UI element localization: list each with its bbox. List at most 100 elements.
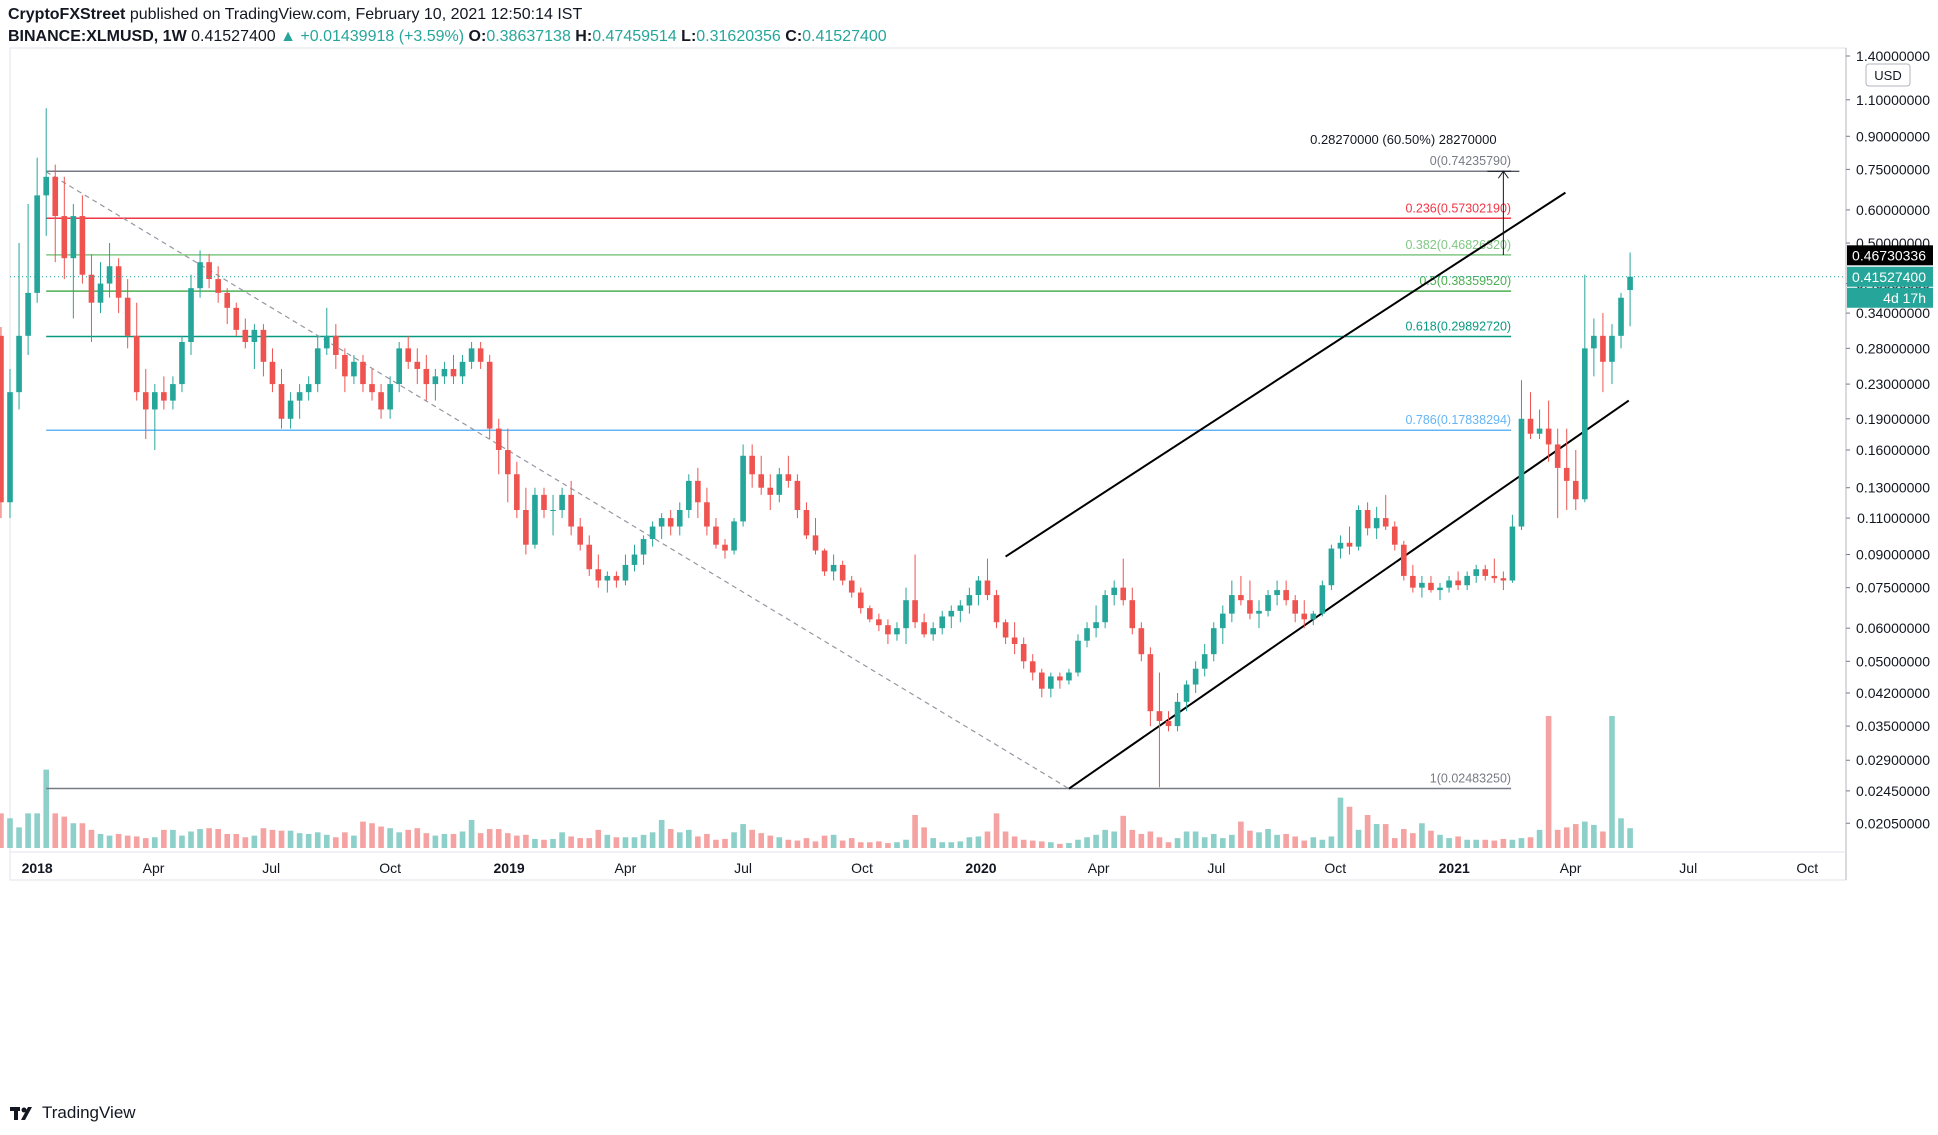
candle-body: [1066, 672, 1072, 681]
volume-bar: [1265, 829, 1271, 848]
volume-bar: [1346, 806, 1353, 848]
channel-upper-trendline[interactable]: [1005, 191, 1566, 558]
candle-body: [1165, 720, 1172, 727]
volume-bar: [1219, 838, 1226, 848]
volume-bar: [287, 830, 294, 848]
candle-body: [342, 354, 348, 377]
volume-bar: [351, 835, 357, 848]
candle-body: [912, 600, 918, 623]
candle-body: [25, 292, 31, 336]
volume-bar: [1500, 838, 1507, 848]
volume-bar: [867, 842, 873, 848]
volume-bar: [1509, 839, 1516, 848]
symbol-label[interactable]: BINANCE:XLMUSD, 1W: [8, 28, 187, 45]
volume-bar: [1229, 834, 1235, 848]
candle-body: [1011, 637, 1018, 644]
volume-bar: [1419, 823, 1425, 848]
candle-body: [749, 455, 755, 475]
candle-body: [532, 494, 538, 545]
volume-bar: [1138, 833, 1145, 848]
candle-body: [984, 580, 991, 596]
volume-bar: [305, 833, 312, 848]
last-price-badge: 0.41527400: [1852, 269, 1926, 285]
fib-level-label: 0(0.74235790): [1430, 154, 1511, 168]
volume-bar: [559, 832, 565, 848]
candle-body: [323, 335, 330, 349]
candle-body: [1419, 582, 1425, 588]
volume-bar: [1545, 716, 1552, 848]
candle-body: [1527, 418, 1534, 434]
volume-bar: [450, 833, 457, 848]
publisher-name[interactable]: CryptoFXStreet: [8, 6, 126, 23]
volume-bar: [731, 832, 737, 848]
volume-bar: [785, 839, 792, 848]
candle-body: [1545, 428, 1552, 445]
volume-bar: [1446, 838, 1452, 848]
candle-body: [1075, 640, 1081, 673]
candle-body: [586, 544, 593, 570]
volume-bar: [495, 829, 502, 848]
candle-body: [1219, 613, 1226, 629]
currency-box[interactable]: [1865, 63, 1911, 87]
volume-bar: [794, 840, 801, 848]
candle-body: [7, 392, 13, 503]
volume-bar: [1274, 834, 1280, 848]
time-tick-label: 2020: [965, 860, 996, 876]
low-value: 0.31620356: [696, 28, 781, 45]
price-tick-label: 0.90000000: [1856, 128, 1930, 144]
candle-body: [1048, 676, 1054, 689]
candle-body: [1247, 600, 1253, 614]
time-tick-label: Jul: [1679, 860, 1697, 876]
fib-level-label: 0.618(0.29892720): [1405, 319, 1511, 333]
volume-bar: [568, 836, 574, 848]
candle-body: [1428, 582, 1434, 591]
time-tick-label: Jul: [1207, 860, 1225, 876]
candle-body: [97, 283, 104, 303]
candle-body: [405, 348, 412, 362]
tradingview-logo[interactable]: TradingView: [10, 1103, 136, 1123]
candle-body: [269, 361, 276, 385]
close-label: C:: [785, 28, 803, 45]
candle-body: [1627, 276, 1633, 291]
volume-bar: [61, 816, 68, 848]
candle-body: [685, 480, 692, 510]
volume-bar: [1527, 837, 1534, 848]
volume-bar: [1057, 843, 1063, 848]
time-tick-label: Jul: [262, 860, 280, 876]
volume-bar: [776, 837, 783, 848]
candle-body: [161, 392, 167, 401]
candle-body: [740, 455, 746, 522]
candle-body: [713, 526, 719, 545]
candle-body: [441, 368, 448, 377]
countdown-badge-bg: [1847, 287, 1933, 308]
volume-bar: [1482, 839, 1489, 848]
volume-bar: [1518, 838, 1525, 848]
candle-body: [1102, 595, 1108, 623]
volume-bar: [1020, 839, 1027, 848]
volume-bar: [378, 826, 384, 848]
volume-bar: [1084, 837, 1090, 848]
volume-bar: [179, 835, 185, 848]
volume-bar: [1355, 829, 1362, 848]
volume-bar: [224, 833, 231, 848]
candle-body: [1536, 428, 1543, 434]
volume-bar: [1247, 830, 1253, 848]
price-tick-label: 0.04200000: [1856, 685, 1930, 701]
volume-bar: [423, 833, 430, 848]
brand-name: TradingView: [42, 1103, 136, 1122]
volume-bar: [857, 842, 864, 848]
close-value: 0.41527400: [802, 28, 887, 45]
candle-body: [1410, 575, 1416, 588]
candle-body: [1563, 467, 1570, 481]
candle-body: [396, 348, 402, 385]
candle-body: [903, 600, 909, 629]
volume-bar: [396, 832, 402, 848]
currency-label[interactable]: USD: [1874, 68, 1901, 83]
volume-bar: [97, 833, 104, 848]
volume-bar: [260, 828, 267, 848]
downtrend-diagonal-trendline[interactable]: [45, 171, 1070, 790]
channel-lower-trendline[interactable]: [1068, 399, 1630, 790]
volume-bar: [1256, 832, 1262, 848]
candle-body: [550, 509, 556, 511]
